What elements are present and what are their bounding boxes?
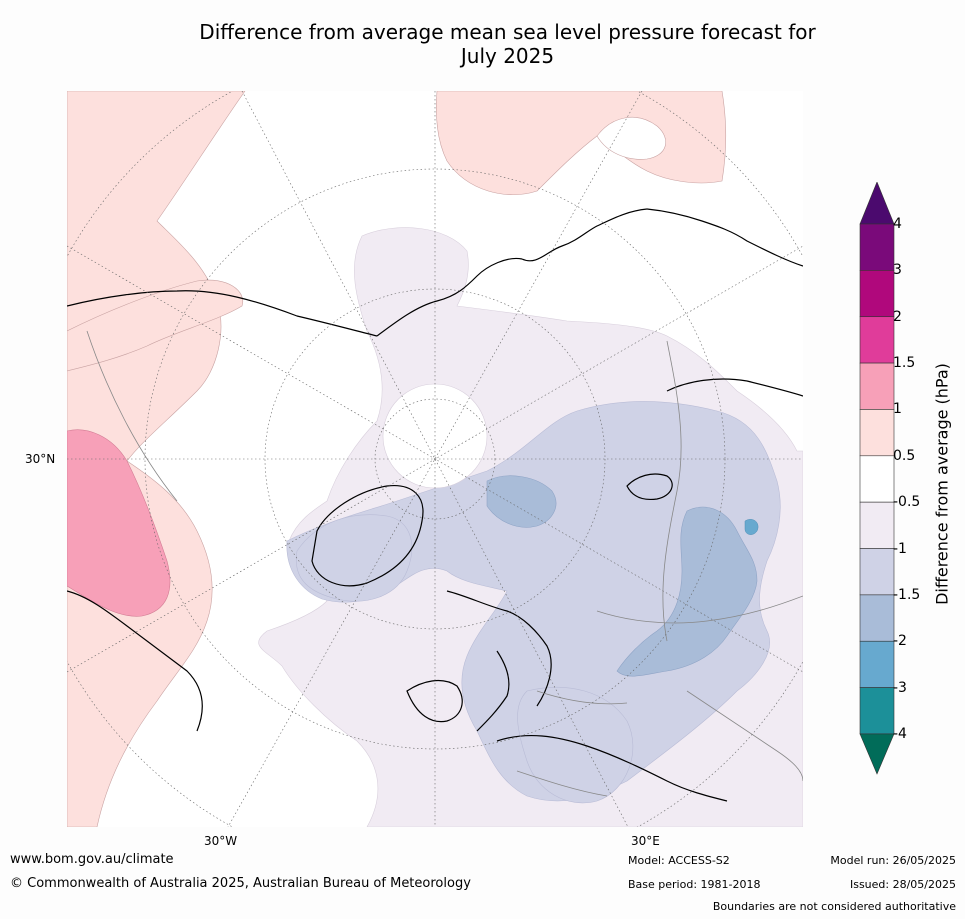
coastlines <box>67 208 803 802</box>
colorbar-tick-label: 2 <box>893 308 902 325</box>
colorbar-tick-label: -4 <box>893 725 907 742</box>
north-russia-negative-region <box>486 475 557 528</box>
colorbar-tick-label: 1 <box>893 401 902 418</box>
west-pacific-positive-region <box>67 279 244 372</box>
colorbar-band <box>859 316 895 364</box>
arctic-russia-negative-region <box>286 401 781 802</box>
colorbar-band <box>859 548 895 596</box>
colorbar-tick-label: -1 <box>893 540 907 557</box>
colorbar-below-min <box>859 733 895 775</box>
colorbar-tick-label: -1.5 <box>893 586 921 603</box>
polar-map <box>67 91 803 827</box>
colorbar-band <box>859 455 895 503</box>
lat-30n-label: 30°N <box>25 452 56 466</box>
website-link[interactable]: www.bom.gov.au/climate <box>10 852 174 867</box>
colorbar-band <box>859 501 895 549</box>
lon-30w-label: 30°W <box>204 834 238 848</box>
colorbar-band <box>859 640 895 688</box>
colorbar-above-max <box>859 181 895 225</box>
colorbar-tick-label: 3 <box>893 262 902 279</box>
white-gap <box>596 117 666 160</box>
colorbar-band <box>859 594 895 642</box>
title-line-1: Difference from average mean sea level p… <box>199 20 816 44</box>
base-period-label: Base period: 1981-2018 <box>628 878 761 891</box>
colorbar-tick-label: 0.5 <box>893 447 916 464</box>
siberia-negative-region <box>616 506 758 677</box>
lon-30e-label: 30°E <box>631 834 660 848</box>
colorbar-tick-label: -2 <box>893 633 907 650</box>
issued-label: Issued: 28/05/2025 <box>849 878 956 891</box>
colorbar-band <box>859 687 895 735</box>
colorbar-band <box>859 409 895 457</box>
title-line-2: July 2025 <box>460 44 555 68</box>
colorbar-band <box>859 362 895 410</box>
colorbar <box>858 181 965 782</box>
colorbar-band <box>859 270 895 318</box>
map-svg <box>67 91 803 827</box>
colorbar-tick-label: -0.5 <box>893 494 921 511</box>
model-run-label: Model run: 26/05/2025 <box>830 854 956 867</box>
country-borders <box>86 330 803 797</box>
model-label: Model: ACCESS-S2 <box>628 854 730 867</box>
colorbar-svg <box>859 181 895 775</box>
colorbar-tick-label: 1.5 <box>893 355 916 372</box>
graticule <box>67 91 803 827</box>
colorbar-title: Difference from average (hPa) <box>932 363 952 605</box>
copyright-text: © Commonwealth of Australia 2025, Austra… <box>10 876 471 891</box>
disclaimer-label: Boundaries are not considered authoritat… <box>712 900 956 913</box>
colorbar-tick-label: 4 <box>893 216 902 232</box>
mediterranean-negative-region <box>517 686 634 804</box>
siberia-strong-core <box>744 519 759 535</box>
north-pacific-positive-core <box>67 429 171 617</box>
colorbar-tick-label: -3 <box>893 679 907 696</box>
map-title: Difference from average mean sea level p… <box>100 20 915 68</box>
colorbar-band <box>859 223 895 271</box>
